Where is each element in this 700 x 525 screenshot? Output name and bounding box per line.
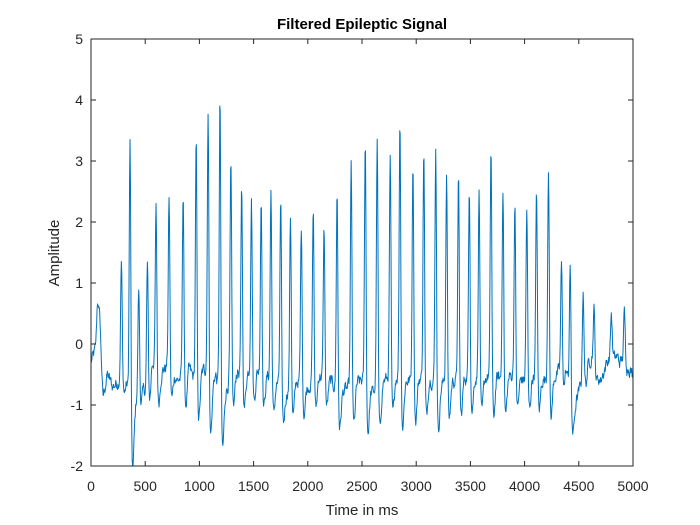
x-tick-label: 4500 [563,478,594,494]
x-tick-label: 2500 [346,478,377,494]
y-tick-label: 3 [75,153,83,169]
x-tick-label: 5000 [617,478,648,494]
y-axis-label: Amplitude [46,220,63,287]
signal-line [90,105,634,467]
x-tick-label: 4000 [509,478,540,494]
y-tick-label: 0 [75,336,83,352]
y-tick-label: 1 [75,275,83,291]
x-tick-label: 3000 [401,478,432,494]
y-tick-label: -2 [71,458,84,474]
x-tick-label: 1500 [238,478,269,494]
y-tick-label: 5 [75,31,83,47]
y-tick-label: 4 [75,92,83,108]
signal-layer [90,105,634,467]
x-tick-label: 0 [87,478,95,494]
chart-title: Filtered Epileptic Signal [277,16,447,33]
plot-area [91,39,633,466]
x-tick-label: 500 [134,478,158,494]
y-tick-label: 2 [75,214,83,230]
x-tick-label: 2000 [292,478,323,494]
axes-layer: 0 500 1000 1500 2000 2500 3000 3500 4000 4500 5000… [71,31,649,494]
x-tick-label: 3500 [455,478,486,494]
x-tick-label: 1000 [184,478,215,494]
y-tick-label: -1 [71,397,84,413]
x-axis-label: Time in ms [326,502,399,519]
